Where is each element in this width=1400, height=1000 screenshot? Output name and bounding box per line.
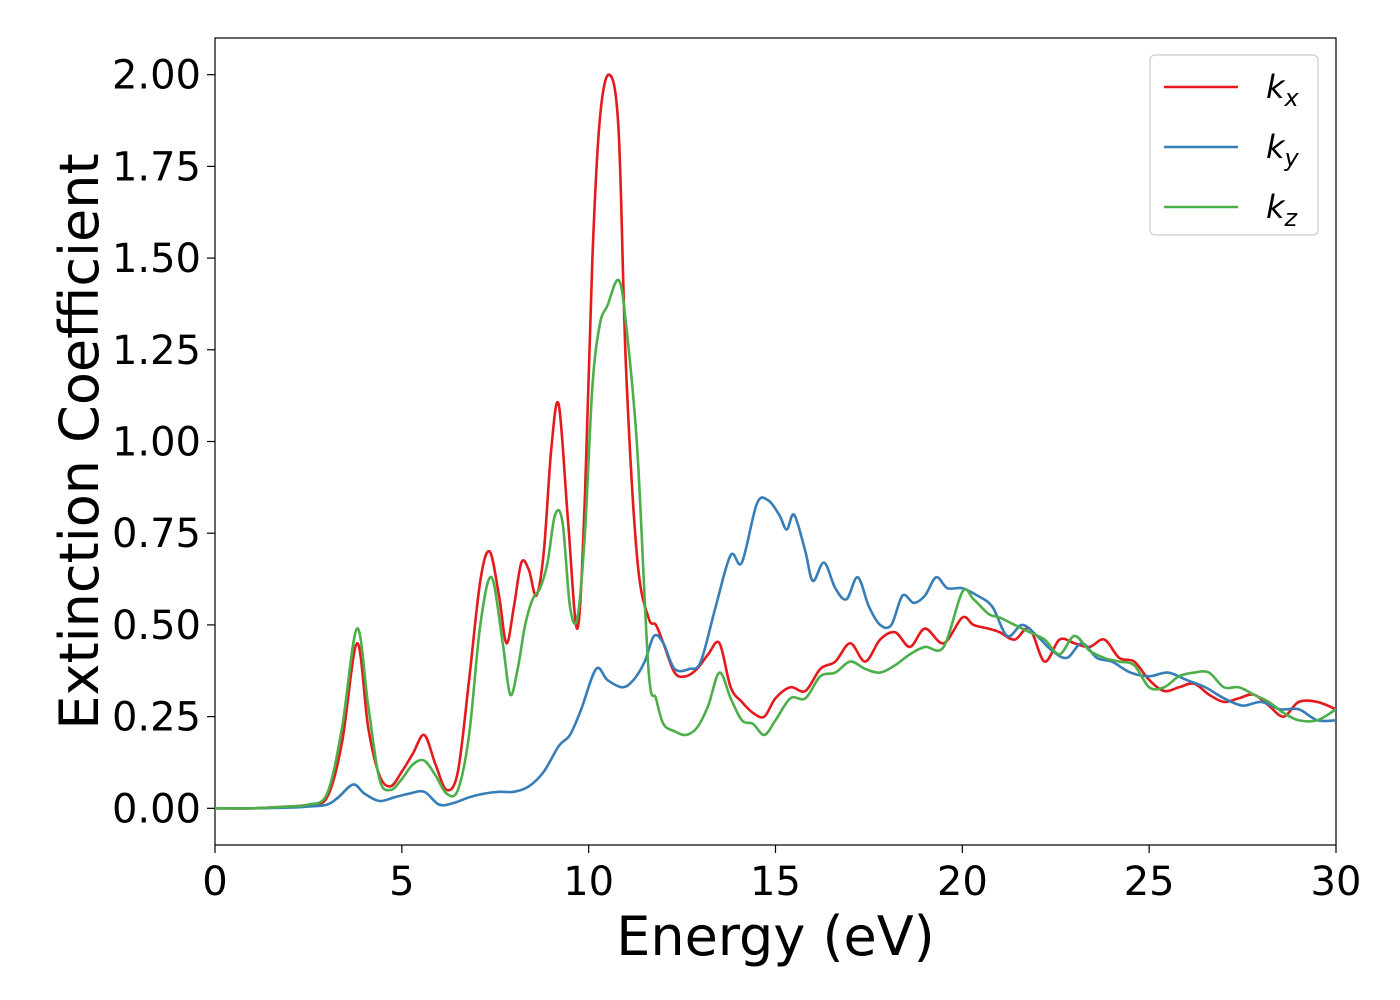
x-tick-label: 30: [1311, 859, 1362, 905]
y-tick-label: 1.50: [112, 236, 201, 282]
y-axis-title: Extinction Coefficient: [48, 153, 111, 729]
series-line-kx: [215, 73, 1336, 810]
x-tick-label: 15: [750, 859, 801, 905]
series-line-ky: [215, 496, 1336, 810]
legend-entry-ky: ky: [1164, 128, 1300, 172]
x-axis-ticks: 0 5 10 15 20 25 30: [202, 845, 1361, 905]
x-tick-label: 5: [389, 859, 414, 905]
y-tick-label: 0.00: [112, 786, 201, 832]
plot-area: [214, 37, 1337, 846]
legend-box: [1149, 54, 1319, 236]
legend-label: ky: [1266, 128, 1300, 172]
plot-frame: [214, 37, 1337, 846]
y-axis-ticks: 0.00 0.25 0.50 0.75 1.00 1.25 1.50 1.75 2.00: [112, 53, 215, 832]
y-tick-label: 1.75: [112, 144, 201, 190]
x-tick-label: 20: [937, 859, 988, 905]
y-tick-label: 0.50: [112, 603, 201, 649]
y-tick-label: 1.00: [112, 420, 201, 466]
y-tick-label: 2.00: [112, 53, 201, 99]
series-line-kz: [215, 278, 1336, 810]
x-tick-label: 25: [1124, 859, 1175, 905]
y-tick-label: 1.25: [112, 328, 201, 374]
y-tick-label: 0.75: [112, 511, 201, 557]
x-axis-title: Energy (eV): [616, 905, 935, 968]
x-tick-label: 10: [563, 859, 614, 905]
y-tick-label: 0.25: [112, 695, 201, 741]
series-layer: [215, 73, 1336, 810]
x-tick-label: 0: [202, 859, 227, 905]
